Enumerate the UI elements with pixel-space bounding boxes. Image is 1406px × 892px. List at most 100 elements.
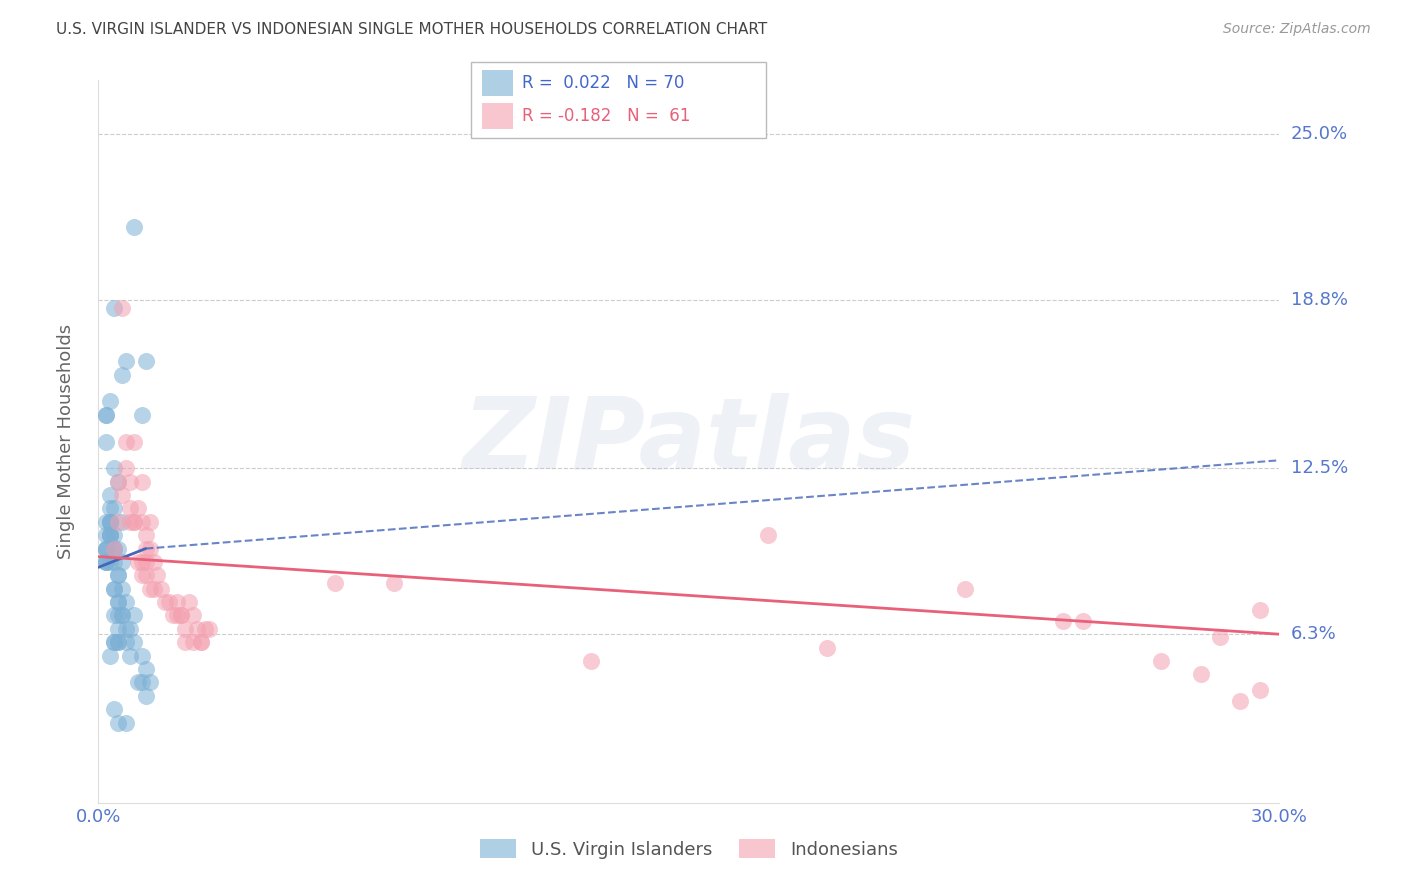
Point: [135, 689, 157, 703]
Point: [197, 622, 219, 636]
Point: [131, 555, 153, 569]
Point: [138, 515, 160, 529]
Point: [107, 475, 129, 489]
Point: [111, 515, 134, 529]
Point: [1229, 694, 1251, 708]
Point: [118, 515, 141, 529]
Point: [103, 461, 125, 475]
Point: [103, 528, 125, 542]
Point: [98, 528, 121, 542]
Point: [96, 528, 118, 542]
Point: [142, 582, 165, 596]
Point: [177, 595, 200, 609]
Point: [142, 555, 165, 569]
Point: [96, 555, 118, 569]
Point: [579, 654, 602, 668]
Point: [138, 675, 160, 690]
Legend: U.S. Virgin Islanders, Indonesians: U.S. Virgin Islanders, Indonesians: [472, 832, 905, 866]
Point: [115, 595, 138, 609]
Point: [96, 541, 118, 556]
Point: [115, 461, 138, 475]
Point: [103, 541, 125, 556]
Point: [186, 622, 208, 636]
Text: 6.3%: 6.3%: [1291, 625, 1336, 643]
Point: [96, 408, 118, 422]
Point: [122, 434, 145, 449]
Point: [107, 595, 129, 609]
Point: [96, 555, 118, 569]
Point: [98, 501, 121, 516]
Point: [131, 648, 153, 663]
Point: [107, 515, 129, 529]
Point: [107, 622, 129, 636]
Point: [98, 515, 121, 529]
Point: [131, 568, 153, 582]
Point: [323, 576, 346, 591]
Point: [181, 608, 204, 623]
Point: [150, 582, 173, 596]
Point: [166, 595, 188, 609]
Text: ZIPatlas: ZIPatlas: [463, 393, 915, 490]
Point: [115, 715, 138, 730]
Point: [107, 635, 129, 649]
Point: [115, 354, 138, 368]
Point: [382, 576, 405, 591]
Point: [115, 622, 138, 636]
Point: [111, 608, 134, 623]
Point: [190, 635, 212, 649]
Point: [174, 622, 197, 636]
Point: [103, 301, 125, 315]
Point: [103, 582, 125, 596]
Point: [107, 568, 129, 582]
Point: [135, 568, 157, 582]
Point: [111, 608, 134, 623]
Point: [170, 608, 193, 623]
Point: [131, 675, 153, 690]
Point: [127, 675, 149, 690]
Point: [115, 635, 138, 649]
Point: [953, 582, 976, 596]
Point: [127, 501, 149, 516]
Point: [103, 635, 125, 649]
Point: [138, 541, 160, 556]
Point: [103, 501, 125, 516]
Point: [107, 541, 129, 556]
Point: [107, 595, 129, 609]
Point: [98, 555, 121, 569]
Text: 12.5%: 12.5%: [1291, 459, 1348, 477]
Point: [103, 582, 125, 596]
Point: [98, 528, 121, 542]
Point: [118, 648, 141, 663]
Point: [1071, 614, 1094, 628]
Point: [98, 648, 121, 663]
Point: [1249, 603, 1271, 617]
Point: [181, 635, 204, 649]
Point: [122, 635, 145, 649]
Text: R = -0.182   N =  61: R = -0.182 N = 61: [522, 107, 690, 125]
Text: Source: ZipAtlas.com: Source: ZipAtlas.com: [1223, 22, 1371, 37]
Point: [1150, 654, 1173, 668]
Y-axis label: Single Mother Households: Single Mother Households: [56, 324, 75, 559]
Point: [103, 555, 125, 569]
Point: [107, 475, 129, 489]
Point: [190, 635, 212, 649]
Point: [111, 555, 134, 569]
Point: [127, 555, 149, 569]
Point: [96, 515, 118, 529]
Point: [170, 608, 193, 623]
Point: [122, 220, 145, 235]
Point: [131, 408, 153, 422]
Point: [107, 635, 129, 649]
Point: [1209, 630, 1232, 644]
Point: [131, 475, 153, 489]
Text: 18.8%: 18.8%: [1291, 291, 1347, 309]
Point: [98, 528, 121, 542]
Point: [174, 635, 197, 649]
Point: [157, 595, 180, 609]
Point: [756, 528, 779, 542]
Point: [111, 301, 134, 315]
Point: [135, 555, 157, 569]
Point: [1189, 667, 1212, 681]
Point: [107, 608, 129, 623]
Point: [118, 501, 141, 516]
